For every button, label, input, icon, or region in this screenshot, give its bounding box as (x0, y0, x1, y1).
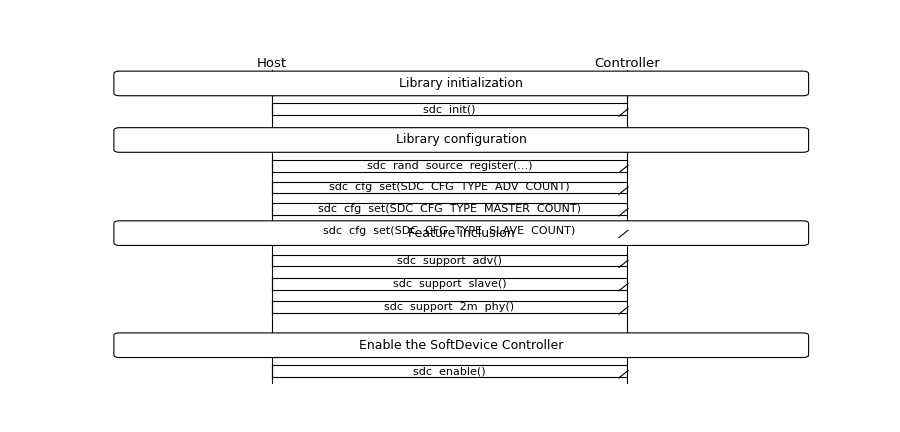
Text: sdc  enable(): sdc enable() (413, 366, 486, 376)
Text: sdc  rand  source  register(...): sdc rand source register(...) (366, 161, 532, 171)
FancyBboxPatch shape (114, 221, 808, 245)
Text: Library initialization: Library initialization (400, 77, 523, 90)
Text: Feature inclusion: Feature inclusion (408, 227, 515, 240)
Text: sdc  support  slave(): sdc support slave() (392, 279, 506, 289)
Text: Controller: Controller (594, 57, 660, 70)
FancyBboxPatch shape (114, 333, 808, 358)
Text: sdc  cfg  set(SDC  CFG  TYPE  SLAVE  COUNT): sdc cfg set(SDC CFG TYPE SLAVE COUNT) (323, 226, 575, 235)
FancyBboxPatch shape (114, 128, 808, 152)
Text: sdc  support  adv(): sdc support adv() (397, 256, 502, 266)
Text: Library configuration: Library configuration (396, 133, 526, 146)
Text: sdc  init(): sdc init() (423, 104, 475, 114)
Text: sdc  support  2m  phy(): sdc support 2m phy() (384, 302, 515, 312)
Text: sdc  cfg  set(SDC  CFG  TYPE  MASTER  COUNT): sdc cfg set(SDC CFG TYPE MASTER COUNT) (318, 204, 580, 214)
FancyBboxPatch shape (114, 71, 808, 96)
Text: Host: Host (256, 57, 286, 70)
Text: sdc  cfg  set(SDC  CFG  TYPE  ADV  COUNT): sdc cfg set(SDC CFG TYPE ADV COUNT) (329, 182, 570, 192)
Text: Enable the SoftDevice Controller: Enable the SoftDevice Controller (359, 339, 563, 352)
